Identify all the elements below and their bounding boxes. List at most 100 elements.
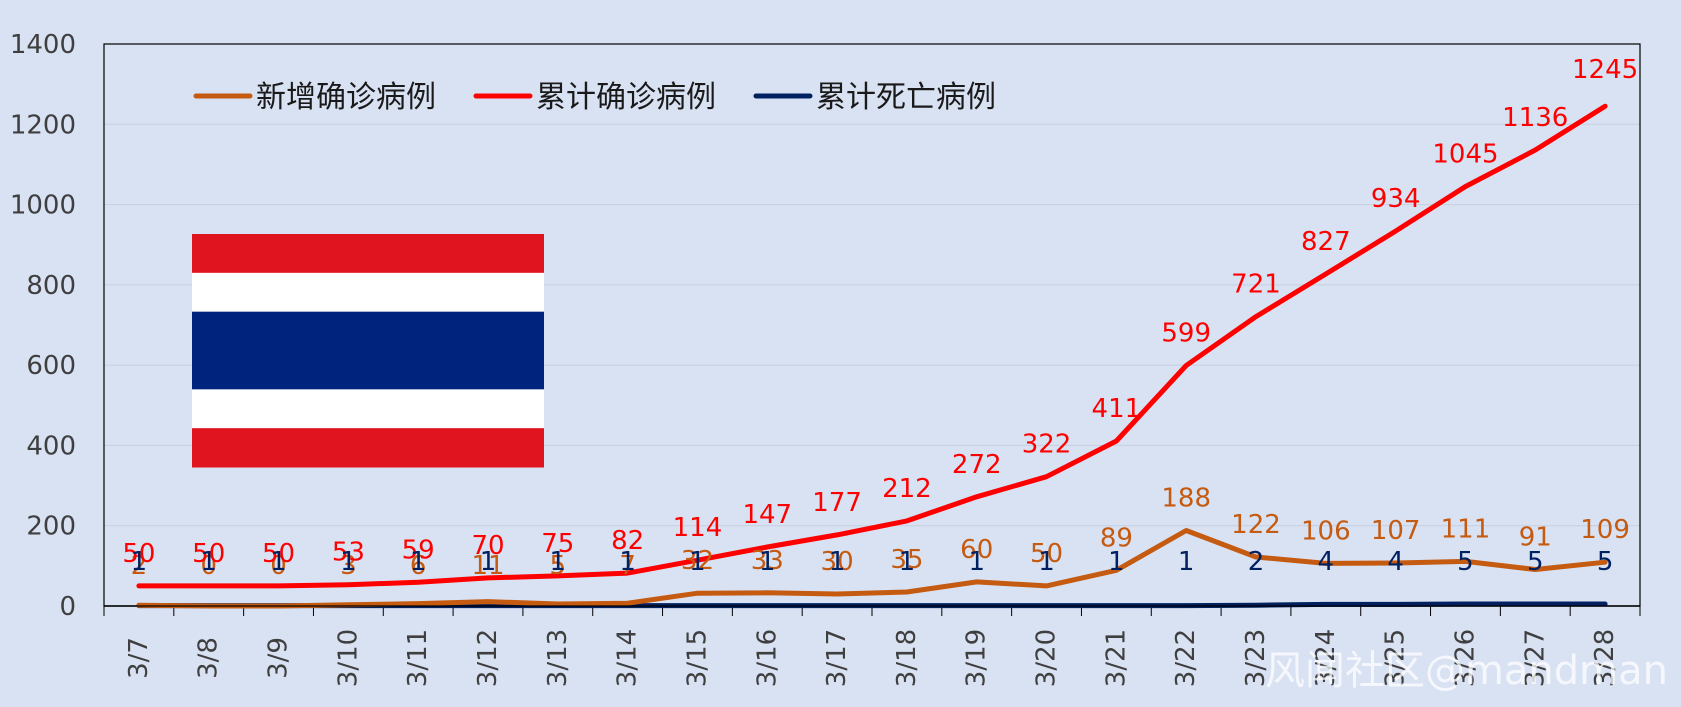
flag-stripe xyxy=(192,311,544,390)
data-label: 177 xyxy=(812,488,862,518)
data-label: 599 xyxy=(1161,319,1211,349)
data-label: 1 xyxy=(619,547,636,577)
y-tick-label: 400 xyxy=(26,431,76,461)
series-line-1 xyxy=(136,103,1608,589)
x-tick-label: 3/18 xyxy=(892,629,922,687)
data-label: 109 xyxy=(1580,515,1630,545)
y-tick-label: 1000 xyxy=(10,191,76,221)
data-label: 106 xyxy=(1301,516,1351,546)
x-tick-label: 3/25 xyxy=(1381,629,1411,687)
data-label: 4 xyxy=(1318,547,1335,577)
data-label: 53 xyxy=(332,538,365,568)
data-label: 322 xyxy=(1022,430,1072,460)
data-label: 721 xyxy=(1231,270,1281,300)
x-tick-label: 3/17 xyxy=(822,629,852,687)
y-tick-label: 1200 xyxy=(10,110,76,140)
flag-stripe xyxy=(192,389,544,429)
data-label: 30 xyxy=(821,547,854,577)
y-axis-ticks: 0 200 400 600 800 1000 1200 1400 xyxy=(10,30,76,622)
watermark: 风闻社区@mandman xyxy=(1265,648,1668,694)
data-label: 212 xyxy=(882,474,932,504)
data-label: 1 xyxy=(829,547,846,577)
legend-label: 累计死亡病例 xyxy=(816,80,996,115)
data-label: 1 xyxy=(550,547,567,577)
data-label: 60 xyxy=(960,535,993,565)
data-label: 5 xyxy=(550,551,567,581)
data-label: 272 xyxy=(952,450,1002,480)
y-tick-label: 800 xyxy=(26,271,76,301)
data-label: 122 xyxy=(1231,510,1281,540)
x-tick-label: 3/7 xyxy=(124,637,154,679)
data-label: 411 xyxy=(1092,394,1142,424)
data-label: 82 xyxy=(611,526,644,556)
x-tick-label: 3/28 xyxy=(1590,629,1620,687)
data-label: 91 xyxy=(1519,522,1552,552)
data-label: 50 xyxy=(1030,539,1063,569)
data-label: 827 xyxy=(1301,227,1351,257)
data-label: 32 xyxy=(681,546,714,576)
x-tick-label: 3/8 xyxy=(194,637,224,679)
data-label: 1 xyxy=(270,547,287,577)
data-label: 35 xyxy=(890,545,923,575)
data-label: 1 xyxy=(200,547,217,577)
data-label: 50 xyxy=(192,539,225,569)
x-tick-label: 3/24 xyxy=(1311,629,1341,687)
data-label: 4 xyxy=(1387,547,1404,577)
data-label: 0 xyxy=(270,551,287,581)
data-label: 5 xyxy=(1597,547,1614,577)
flag-stripe xyxy=(192,428,544,468)
data-label: 3 xyxy=(340,551,357,581)
series-line-0 xyxy=(136,528,1608,609)
data-label: 1136 xyxy=(1502,103,1568,133)
x-tick-label: 3/10 xyxy=(333,629,363,687)
x-tick-label: 3/16 xyxy=(752,629,782,687)
y-tick-label: 0 xyxy=(59,592,76,622)
data-label: 1 xyxy=(480,547,497,577)
data-label: 1 xyxy=(1038,547,1055,577)
data-label: 33 xyxy=(751,546,784,576)
x-axis-ticks: 3/7 3/8 3/9 3/10 3/11 3/12 3/13 3/14 3/15 3/16 3/1… xyxy=(103,606,1641,687)
data-label: 6 xyxy=(410,551,427,581)
x-tick-label: 3/21 xyxy=(1101,629,1131,687)
data-label: 111 xyxy=(1441,514,1491,544)
x-tick-label: 3/9 xyxy=(264,637,294,679)
data-label: 1 xyxy=(410,547,427,577)
data-label: 934 xyxy=(1371,184,1421,214)
x-tick-label: 3/12 xyxy=(473,629,503,687)
x-tick-label: 3/23 xyxy=(1241,629,1271,687)
data-label: 147 xyxy=(742,500,792,530)
data-label: 50 xyxy=(122,539,155,569)
x-tick-label: 3/20 xyxy=(1032,629,1062,687)
x-tick-label: 3/22 xyxy=(1171,629,1201,687)
data-label: 1 xyxy=(968,547,985,577)
data-label: 1 xyxy=(689,547,706,577)
data-label: 1 xyxy=(899,547,916,577)
x-tick-label: 3/19 xyxy=(962,629,992,687)
flag-stripe xyxy=(192,234,544,274)
x-tick-label: 3/15 xyxy=(682,629,712,687)
data-label: 1 xyxy=(131,547,148,577)
data-label: 75 xyxy=(541,529,574,559)
x-tick-label: 3/27 xyxy=(1520,629,1550,687)
flag-stripe xyxy=(192,272,544,313)
thailand-flag xyxy=(192,234,544,468)
plot-frame xyxy=(103,43,1641,607)
data-label: 1 xyxy=(759,547,776,577)
y-tick-label: 200 xyxy=(26,512,76,542)
data-label: 1045 xyxy=(1432,140,1498,170)
data-label: 50 xyxy=(262,539,295,569)
data-label: 1245 xyxy=(1572,55,1638,85)
legend: 新增确诊病例 累计确诊病例 累计死亡病例 xyxy=(193,80,996,115)
y-tick-label: 1400 xyxy=(10,30,76,60)
data-label: 1 xyxy=(340,547,357,577)
legend-label: 累计确诊病例 xyxy=(536,80,716,115)
data-label: 5 xyxy=(1527,547,1544,577)
x-tick-label: 3/26 xyxy=(1450,629,1480,687)
x-tick-label: 3/13 xyxy=(543,629,573,687)
data-label: 0 xyxy=(200,551,217,581)
data-label: 2 xyxy=(1248,547,1265,577)
legend-label: 新增确诊病例 xyxy=(256,80,436,115)
y-tick-label: 600 xyxy=(26,351,76,381)
